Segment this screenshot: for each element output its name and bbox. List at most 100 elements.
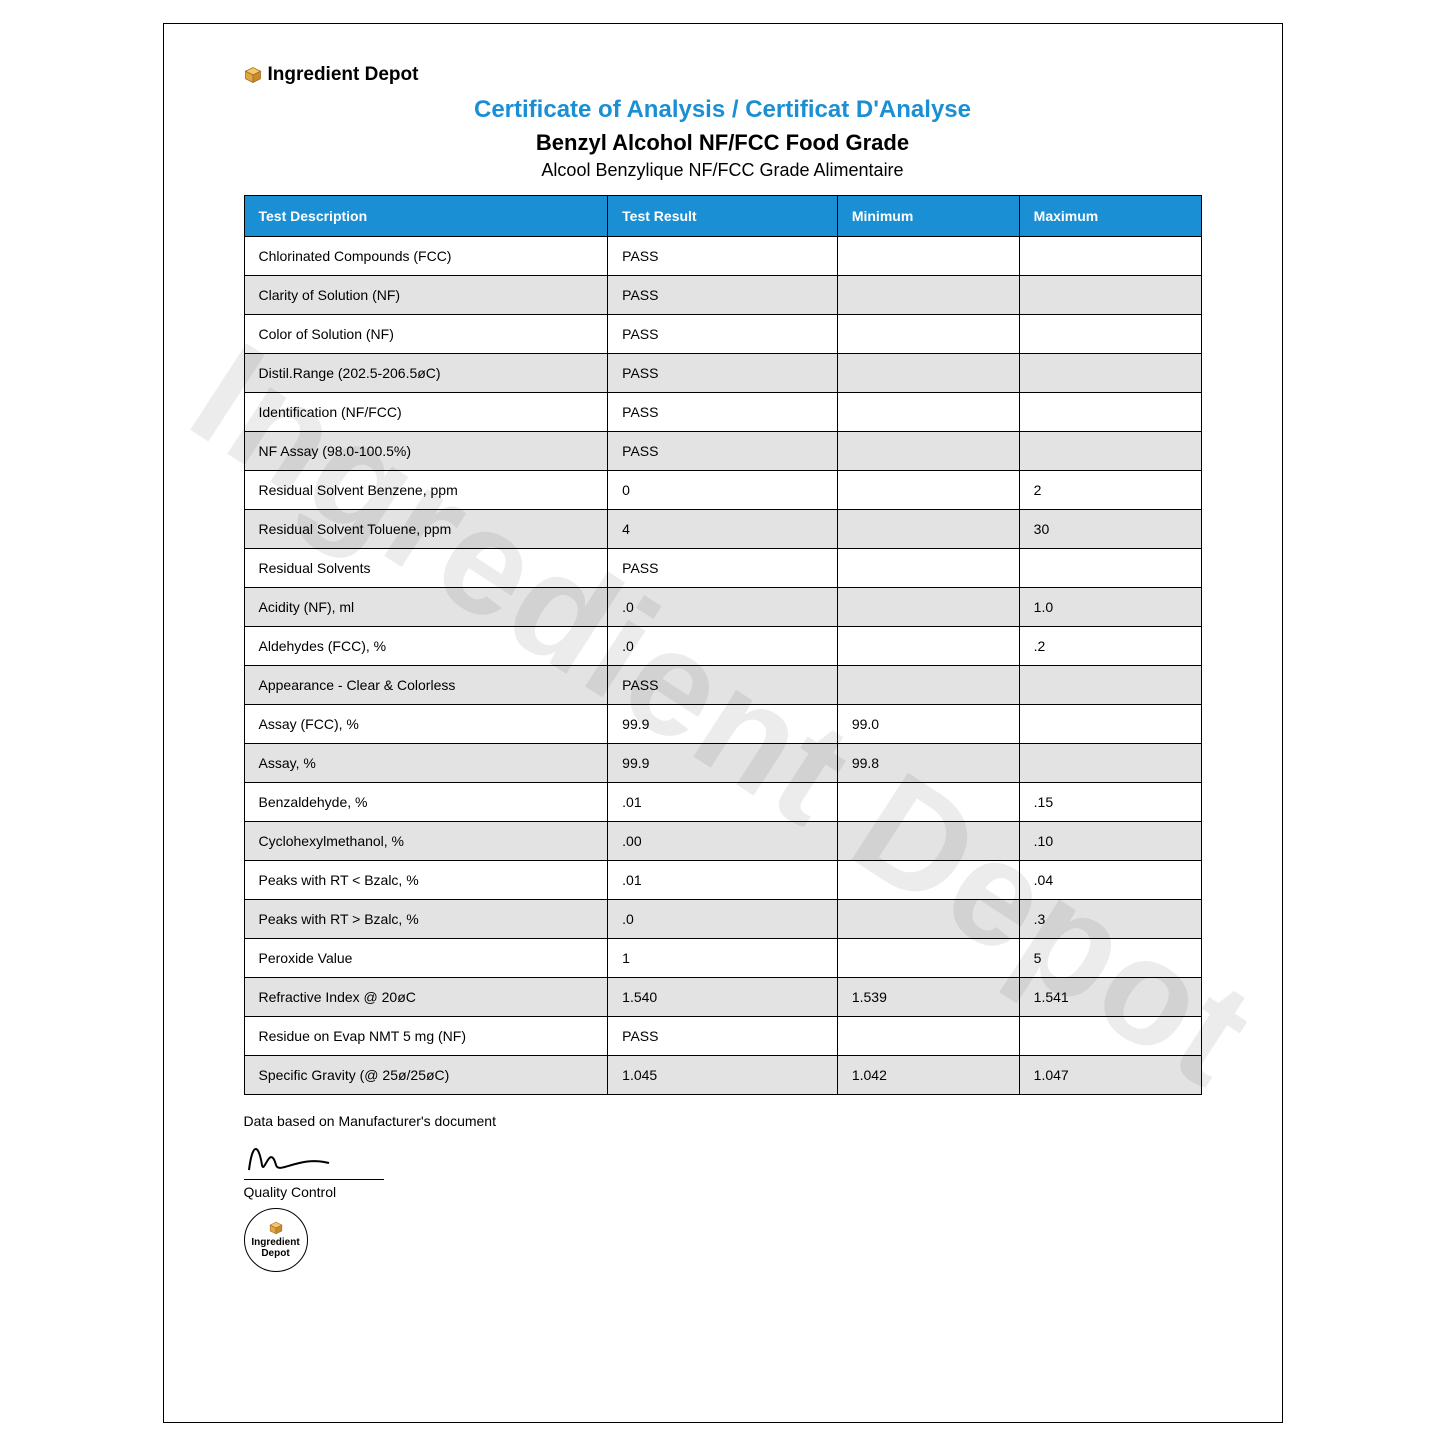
table-row: NF Assay (98.0-100.5%)PASS (244, 431, 1201, 470)
table-cell-desc: Assay, % (244, 743, 608, 782)
table-cell-max: .3 (1019, 899, 1201, 938)
table-header-row: Test Description Test Result Minimum Max… (244, 195, 1201, 236)
table-cell-desc: Distil.Range (202.5-206.5øC) (244, 353, 608, 392)
table-cell-desc: Peaks with RT > Bzalc, % (244, 899, 608, 938)
stamp-line2: Depot (261, 1248, 289, 1259)
table-cell-max: 5 (1019, 938, 1201, 977)
table-row: Chlorinated Compounds (FCC)PASS (244, 236, 1201, 275)
signature-icon (244, 1135, 334, 1177)
table-cell-min (837, 821, 1019, 860)
table-cell-desc: Cyclohexylmethanol, % (244, 821, 608, 860)
table-row: Residue on Evap NMT 5 mg (NF)PASS (244, 1016, 1201, 1055)
table-cell-result: 1.045 (608, 1055, 838, 1094)
table-cell-desc: Acidity (NF), ml (244, 587, 608, 626)
table-cell-max: 1.0 (1019, 587, 1201, 626)
table-row: Aldehydes (FCC), %.0.2 (244, 626, 1201, 665)
table-cell-min (837, 860, 1019, 899)
stamp-line1: Ingredient (251, 1237, 299, 1248)
table-cell-min: 99.0 (837, 704, 1019, 743)
table-cell-result: 0 (608, 470, 838, 509)
table-cell-max (1019, 1016, 1201, 1055)
table-row: Color of Solution (NF)PASS (244, 314, 1201, 353)
signature-line (244, 1179, 384, 1180)
table-cell-min: 1.042 (837, 1055, 1019, 1094)
table-row: Clarity of Solution (NF)PASS (244, 275, 1201, 314)
table-cell-result: PASS (608, 1016, 838, 1055)
table-cell-min (837, 470, 1019, 509)
product-subtitle: Alcool Benzylique NF/FCC Grade Alimentai… (244, 160, 1202, 181)
signature-block: Quality Control Ingredient Depot (244, 1135, 1202, 1272)
col-header-maximum: Maximum (1019, 195, 1201, 236)
table-cell-desc: Chlorinated Compounds (FCC) (244, 236, 608, 275)
table-row: Residual Solvent Toluene, ppm430 (244, 509, 1201, 548)
table-cell-result: PASS (608, 665, 838, 704)
table-row: Refractive Index @ 20øC1.5401.5391.541 (244, 977, 1201, 1016)
company-stamp: Ingredient Depot (244, 1208, 308, 1272)
table-row: Assay, %99.999.8 (244, 743, 1201, 782)
table-cell-max (1019, 704, 1201, 743)
table-cell-min (837, 938, 1019, 977)
table-cell-desc: Clarity of Solution (NF) (244, 275, 608, 314)
product-title: Benzyl Alcohol NF/FCC Food Grade (244, 130, 1202, 156)
table-cell-desc: Identification (NF/FCC) (244, 392, 608, 431)
table-cell-desc: Specific Gravity (@ 25ø/25øC) (244, 1055, 608, 1094)
table-cell-max (1019, 353, 1201, 392)
col-header-minimum: Minimum (837, 195, 1019, 236)
table-cell-result: PASS (608, 275, 838, 314)
table-cell-result: 1.540 (608, 977, 838, 1016)
table-cell-result: PASS (608, 392, 838, 431)
table-row: Distil.Range (202.5-206.5øC)PASS (244, 353, 1201, 392)
table-cell-max: 2 (1019, 470, 1201, 509)
table-cell-result: .0 (608, 899, 838, 938)
table-cell-result: .00 (608, 821, 838, 860)
certificate-page: Ingredient Depot Ingredient Depot Certif… (163, 23, 1283, 1423)
table-cell-result: PASS (608, 236, 838, 275)
table-row: Acidity (NF), ml.01.0 (244, 587, 1201, 626)
table-cell-desc: Benzaldehyde, % (244, 782, 608, 821)
quality-control-label: Quality Control (244, 1184, 1202, 1200)
table-cell-result: PASS (608, 548, 838, 587)
col-header-result: Test Result (608, 195, 838, 236)
table-cell-min (837, 548, 1019, 587)
table-cell-max (1019, 431, 1201, 470)
table-row: Benzaldehyde, %.01.15 (244, 782, 1201, 821)
table-row: Appearance - Clear & ColorlessPASS (244, 665, 1201, 704)
certificate-title: Certificate of Analysis / Certificat D'A… (244, 96, 1202, 124)
table-row: Residual Solvent Benzene, ppm02 (244, 470, 1201, 509)
table-cell-min (837, 1016, 1019, 1055)
table-cell-min (837, 899, 1019, 938)
table-row: Peaks with RT > Bzalc, %.0 .3 (244, 899, 1201, 938)
table-row: Residual SolventsPASS (244, 548, 1201, 587)
table-cell-result: 1 (608, 938, 838, 977)
table-cell-max: 1.047 (1019, 1055, 1201, 1094)
table-cell-max (1019, 392, 1201, 431)
table-cell-max: .10 (1019, 821, 1201, 860)
table-cell-max (1019, 314, 1201, 353)
table-cell-max: 1.541 (1019, 977, 1201, 1016)
table-cell-result: PASS (608, 314, 838, 353)
table-cell-max (1019, 665, 1201, 704)
table-cell-min (837, 275, 1019, 314)
table-cell-desc: Residue on Evap NMT 5 mg (NF) (244, 1016, 608, 1055)
table-cell-desc: Aldehydes (FCC), % (244, 626, 608, 665)
table-cell-min (837, 626, 1019, 665)
table-cell-desc: Color of Solution (NF) (244, 314, 608, 353)
analysis-table: Test Description Test Result Minimum Max… (244, 195, 1202, 1095)
table-cell-min (837, 353, 1019, 392)
table-cell-desc: NF Assay (98.0-100.5%) (244, 431, 608, 470)
table-cell-desc: Appearance - Clear & Colorless (244, 665, 608, 704)
brand-logo: Ingredient Depot (244, 64, 1202, 86)
package-icon (244, 66, 262, 84)
table-cell-min (837, 314, 1019, 353)
table-cell-max: .2 (1019, 626, 1201, 665)
package-icon (269, 1221, 283, 1235)
table-cell-result: PASS (608, 353, 838, 392)
table-cell-desc: Peaks with RT < Bzalc, % (244, 860, 608, 899)
table-cell-result: 99.9 (608, 743, 838, 782)
table-cell-result: .01 (608, 782, 838, 821)
table-cell-result: 4 (608, 509, 838, 548)
table-cell-max: 30 (1019, 509, 1201, 548)
table-cell-max (1019, 236, 1201, 275)
table-cell-result: 99.9 (608, 704, 838, 743)
table-row: Assay (FCC), %99.999.0 (244, 704, 1201, 743)
